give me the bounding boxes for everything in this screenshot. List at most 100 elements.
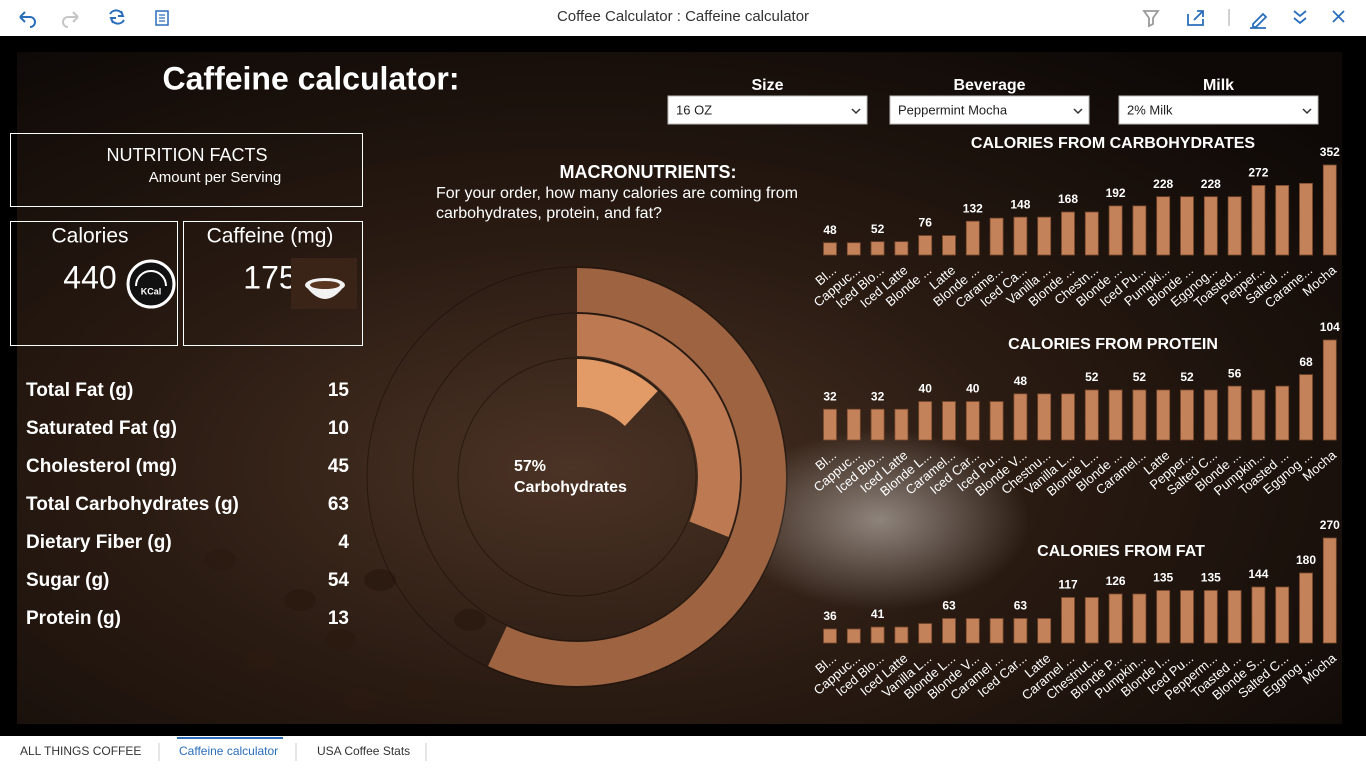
bar-value-label: 228 [1201, 177, 1221, 191]
app-title: Coffee Calculator : Caffeine calculator [557, 8, 809, 25]
bar-value-label: 135 [1153, 571, 1173, 585]
bar [942, 401, 956, 441]
bar [1084, 389, 1099, 441]
caffeine-value: 175 [243, 259, 296, 295]
bar [1132, 593, 1147, 644]
nutrition-rows: Total Fat (g) 15 Saturated Fat (g) 10 Choles… [26, 380, 349, 629]
bar-value-label: 32 [871, 389, 885, 403]
kcal-icon [126, 259, 176, 309]
tab[interactable]: ALL THINGS COFFEE [20, 744, 141, 758]
bar-value-label: 352 [1320, 145, 1340, 159]
toolbar-left [19, 9, 169, 28]
bar-value-label: 76 [919, 216, 933, 230]
dropdown-chevron [851, 108, 861, 115]
bar-value-label: 52 [871, 222, 885, 236]
macro-title: MACRONUTRIENTS: [560, 162, 737, 182]
bar [918, 623, 933, 644]
bar [823, 408, 837, 441]
ring-divider [412, 312, 742, 642]
refresh-icon[interactable] [109, 9, 125, 25]
bar-value-label: 41 [871, 607, 885, 621]
bar [1251, 586, 1266, 644]
bar [1108, 593, 1123, 644]
bar-chart-title: CALORIES FROM CARBOHYDRATES [971, 135, 1255, 152]
bar [965, 401, 980, 441]
nutrient-value: 10 [328, 418, 349, 439]
bar [1180, 590, 1194, 644]
filter-label: Size [751, 77, 783, 94]
bar [1275, 385, 1290, 441]
bar [870, 241, 885, 256]
macronutrient-chart: 57% Carbohydrates [366, 266, 788, 688]
undo-icon[interactable] [19, 11, 36, 28]
bar [1203, 590, 1218, 644]
bar [1322, 164, 1337, 256]
nutrient-value: 54 [328, 570, 350, 591]
close-icon[interactable] [1332, 10, 1345, 23]
details-icon[interactable] [155, 10, 169, 26]
bar [1251, 389, 1266, 441]
redo-icon[interactable] [62, 11, 79, 28]
radial-arc [488, 268, 787, 686]
ring-divider [457, 357, 697, 597]
caffeine-box [183, 221, 363, 346]
bar [823, 628, 837, 644]
background-beans [204, 549, 486, 711]
bar-value-label: 56 [1228, 366, 1242, 380]
bar [894, 626, 909, 644]
bar-value-label: 228 [1153, 177, 1173, 191]
tab[interactable]: USA Coffee Stats [317, 744, 410, 758]
bar [1275, 586, 1290, 644]
nutrient-value: 4 [338, 532, 349, 553]
bar-value-label: 40 [966, 382, 980, 396]
macro-subtitle-box: For your order, how many calories are co… [436, 185, 798, 222]
bar [1037, 618, 1052, 644]
bar-value-label: 32 [823, 389, 837, 403]
bar [870, 626, 885, 644]
bar-value-label: 104 [1320, 320, 1340, 334]
filter-icon[interactable] [1142, 10, 1160, 28]
nutrient-label: Saturated Fat (g) [26, 418, 177, 439]
nutrient-label: Total Carbohydrates (g) [26, 494, 239, 515]
bar [846, 242, 861, 256]
bar [1275, 185, 1290, 256]
bar [1227, 385, 1242, 441]
bar-value-label: 63 [942, 599, 956, 613]
bar [1299, 183, 1313, 256]
active-tab-indicator [177, 737, 283, 739]
bar [1203, 196, 1218, 256]
bar [918, 401, 933, 441]
bar [1108, 389, 1123, 441]
share-icon[interactable] [1187, 10, 1204, 26]
filter-dropdown[interactable] [667, 95, 868, 125]
calories-value: 440 [63, 259, 116, 295]
filter-dropdown[interactable] [889, 95, 1090, 125]
toolbar-right [1142, 9, 1345, 29]
bar-value-label: 52 [1133, 370, 1147, 384]
radial-value-label: 57% [514, 458, 546, 475]
caffeine-label: Caffeine (mg) [207, 225, 334, 248]
filter-dropdown[interactable] [1118, 95, 1319, 125]
filter-label: Milk [1203, 77, 1234, 94]
bar [1061, 211, 1075, 256]
kcal-gauge [135, 270, 167, 287]
bar-value-label: 148 [1010, 197, 1030, 211]
bar-chart-title: CALORIES FROM PROTEIN [1008, 336, 1218, 353]
bar [1227, 196, 1242, 256]
radial-arc [577, 359, 658, 426]
tabs: ALL THINGS COFFEE Caffeine calculator USA … [20, 737, 427, 761]
bar-value-label: 168 [1058, 192, 1078, 206]
dropdown-chevron [1073, 108, 1083, 115]
page-title: Caffeine calculator: [163, 60, 460, 96]
bar [989, 618, 1004, 644]
bar-value-label: 132 [963, 201, 983, 215]
nutrient-label: Dietary Fiber (g) [26, 532, 172, 553]
collapse-icon[interactable] [1293, 10, 1307, 25]
bar-value-label: 144 [1248, 567, 1268, 581]
edit-icon[interactable] [1250, 12, 1268, 29]
bar [1180, 389, 1194, 441]
bar [989, 217, 1004, 256]
bar-value-label: 52 [1180, 370, 1194, 384]
tab[interactable]: Caffeine calculator [179, 744, 278, 758]
bar [1061, 393, 1075, 441]
